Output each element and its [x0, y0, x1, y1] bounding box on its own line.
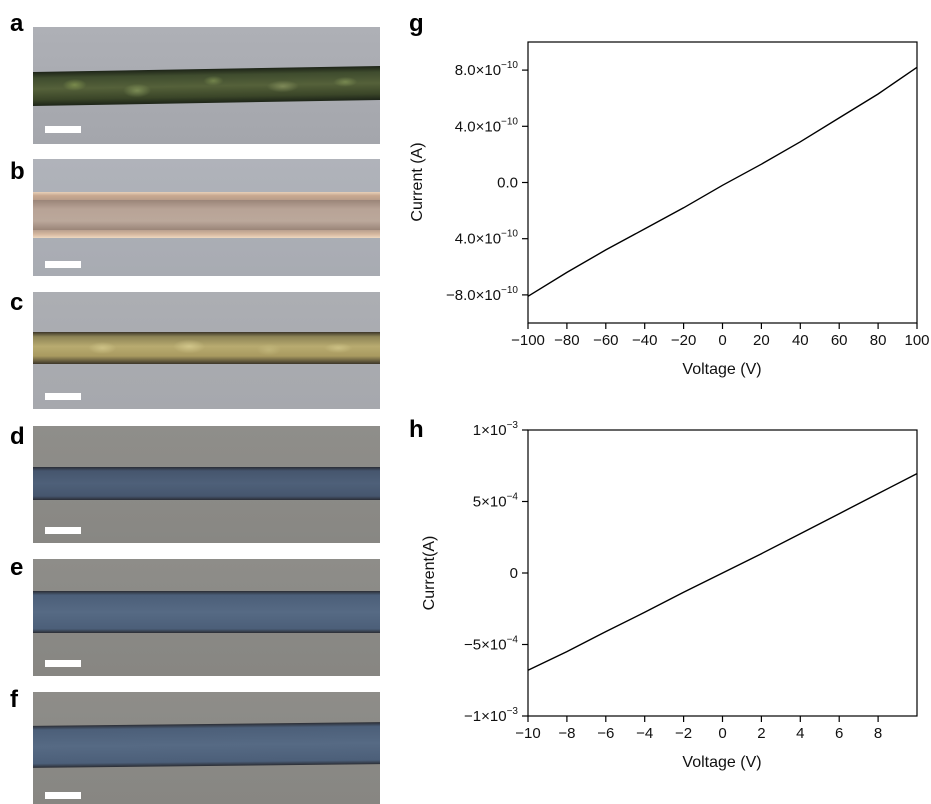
x-tick-label-h: 4: [796, 725, 804, 742]
x-tick-label-g: −60: [593, 332, 618, 349]
scale-bar-e: [45, 660, 81, 667]
micrograph-d: [33, 426, 380, 543]
panel-label-g: g: [409, 10, 424, 37]
x-axis-label-h: Voltage (V): [682, 754, 761, 771]
x-tick-label-g: −40: [632, 332, 657, 349]
panel-label-f: f: [10, 686, 18, 713]
y-tick-label-g: 0.0: [497, 175, 518, 192]
fiber-e: [33, 591, 380, 633]
x-tick-label-h: −8: [558, 725, 575, 742]
panel-label-h: h: [409, 416, 424, 443]
x-tick-label-h: 2: [757, 725, 765, 742]
fiber-d: [33, 467, 380, 500]
scale-bar-d: [45, 527, 81, 534]
micrograph-e: [33, 559, 380, 676]
y-tick-label-g: 8.0×10−10: [455, 60, 519, 79]
micrograph-b: [33, 159, 380, 276]
scale-bar-f: [45, 792, 81, 799]
y-tick-label-g: 4.0×10−10: [455, 116, 519, 135]
x-tick-label-h: −6: [597, 725, 614, 742]
y-tick-label-h: 0: [510, 565, 518, 582]
fiber-b-core: [33, 200, 380, 230]
x-tick-label-h: −4: [636, 725, 653, 742]
x-tick-label-g: −20: [671, 332, 696, 349]
scale-bar-c: [45, 393, 81, 400]
micrograph-a: [33, 27, 380, 144]
y-axis-label-g: Current (A): [409, 142, 426, 221]
y-tick-label-g: −8.0×10−10: [446, 285, 518, 304]
y-tick-label-h: −1×10−3: [464, 706, 518, 725]
scale-bar-a: [45, 126, 81, 133]
y-tick-label-h: −5×10−4: [464, 635, 518, 654]
x-tick-label-g: 60: [831, 332, 848, 349]
x-tick-label-g: 80: [870, 332, 887, 349]
panel-label-e: e: [10, 554, 24, 581]
x-tick-label-h: 0: [718, 725, 726, 742]
x-tick-label-g: −80: [554, 332, 579, 349]
x-tick-label-g: 0: [718, 332, 726, 349]
panel-label-b: b: [10, 158, 25, 185]
y-tick-label-g: 4.0×10−10: [455, 229, 519, 248]
series-line-h: [527, 472, 918, 671]
panel-label-a: a: [10, 10, 24, 37]
micrograph-c: [33, 292, 380, 409]
x-tick-label-g: 100: [904, 332, 929, 349]
scale-bar-b: [45, 261, 81, 268]
x-tick-label-h: 8: [874, 725, 882, 742]
x-tick-label-g: 40: [792, 332, 809, 349]
panel-label-c: c: [10, 289, 24, 316]
y-tick-label-h: 1×10−3: [473, 420, 519, 439]
panel-label-d: d: [10, 423, 25, 450]
series-line-g: [527, 66, 918, 297]
x-tick-label-h: 6: [835, 725, 843, 742]
x-tick-label-g: 20: [753, 332, 770, 349]
y-tick-label-h: 5×10−4: [473, 492, 519, 511]
y-axis-label-h: Current(A): [421, 536, 438, 611]
fiber-c: [33, 332, 380, 364]
micrograph-f: [33, 692, 380, 804]
x-axis-label-g: Voltage (V): [682, 361, 761, 378]
x-tick-label-h: −10: [515, 725, 540, 742]
x-tick-label-h: −2: [675, 725, 692, 742]
x-tick-label-g: −100: [511, 332, 545, 349]
